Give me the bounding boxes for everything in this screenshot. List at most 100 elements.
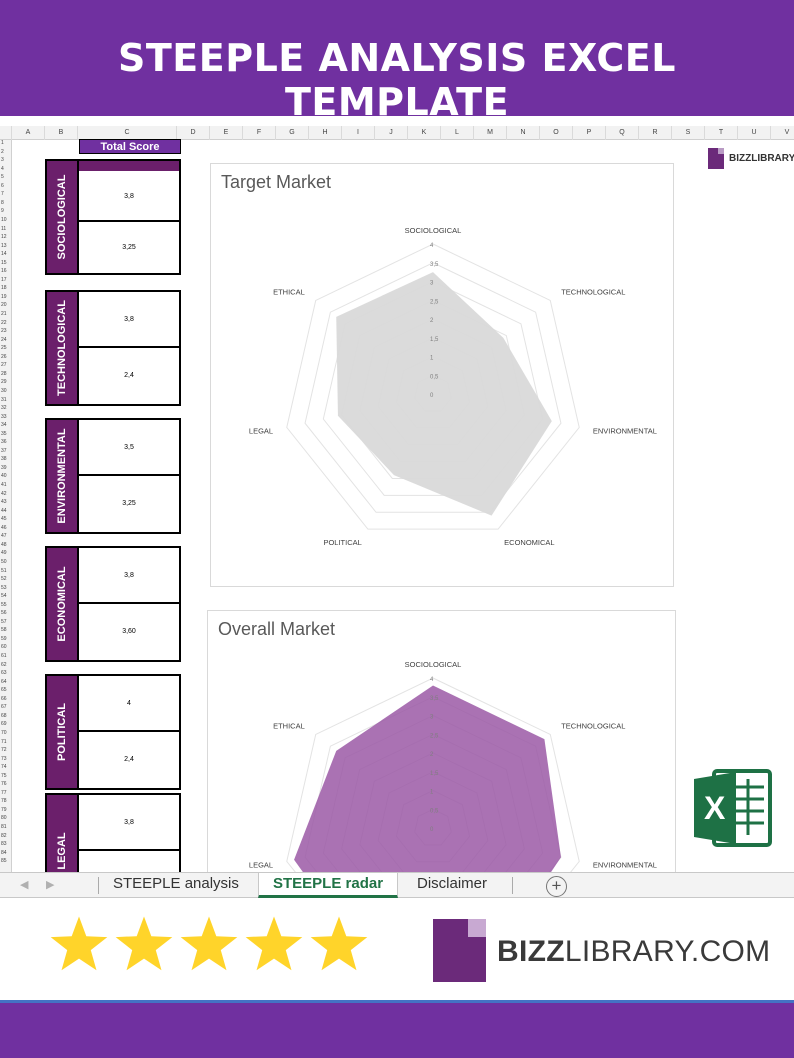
row-header[interactable]: 10: [1, 216, 7, 223]
row-header[interactable]: 57: [1, 618, 7, 625]
row-header[interactable]: 78: [1, 798, 7, 805]
score-cell[interactable]: 3,25: [122, 244, 136, 251]
row-header[interactable]: 50: [1, 558, 7, 565]
overall-market-chart[interactable]: Overall Market 0 0,5 1 1,5 2 2,5 3 3,5 4 SOCIOLOG…: [207, 610, 676, 872]
row-header[interactable]: 79: [1, 806, 7, 813]
row-header[interactable]: 85: [1, 858, 7, 865]
row-header[interactable]: 40: [1, 473, 7, 480]
row-header[interactable]: 70: [1, 729, 7, 736]
row-header[interactable]: 82: [1, 832, 7, 839]
row-header[interactable]: 48: [1, 541, 7, 548]
score-cell[interactable]: [79, 851, 179, 872]
row-header[interactable]: 73: [1, 755, 7, 762]
column-header[interactable]: F: [243, 126, 276, 140]
row-header[interactable]: 72: [1, 747, 7, 754]
row-header[interactable]: 44: [1, 507, 7, 514]
column-header[interactable]: R: [639, 126, 672, 140]
row-header[interactable]: 38: [1, 456, 7, 463]
tab-steeple-radar[interactable]: STEEPLE radar: [258, 873, 399, 898]
tab-disclaimer[interactable]: Disclaimer: [417, 875, 488, 892]
row-header[interactable]: 76: [1, 781, 7, 788]
row-header[interactable]: 14: [1, 251, 7, 258]
column-header[interactable]: B: [45, 126, 78, 140]
row-header[interactable]: 13: [1, 242, 7, 249]
column-header[interactable]: O: [540, 126, 573, 140]
row-header[interactable]: 81: [1, 824, 7, 830]
row-header[interactable]: 45: [1, 516, 7, 523]
row-header[interactable]: 74: [1, 764, 7, 771]
row-header[interactable]: 25: [1, 345, 7, 352]
column-header[interactable]: D: [177, 126, 210, 140]
score-cell[interactable]: 3,8: [79, 171, 179, 222]
row-header[interactable]: 66: [1, 695, 7, 702]
column-header[interactable]: V: [771, 126, 794, 140]
row-header[interactable]: 58: [1, 627, 7, 634]
column-header[interactable]: L: [441, 126, 474, 140]
row-header[interactable]: 75: [1, 772, 7, 779]
row-header[interactable]: 55: [1, 601, 7, 608]
row-header[interactable]: 35: [1, 430, 7, 437]
row-header[interactable]: 47: [1, 533, 7, 540]
row-header[interactable]: 9: [1, 208, 4, 215]
row-header[interactable]: 8: [1, 199, 4, 206]
row-header[interactable]: 49: [1, 550, 7, 557]
row-header[interactable]: 28: [1, 370, 7, 377]
row-header[interactable]: 63: [1, 670, 7, 677]
row-header[interactable]: 61: [1, 653, 7, 659]
column-header[interactable]: Q: [606, 126, 639, 140]
column-header[interactable]: G: [276, 126, 309, 140]
row-header[interactable]: 31: [1, 396, 7, 403]
row-header[interactable]: 1: [1, 140, 4, 146]
row-header[interactable]: 43: [1, 499, 7, 506]
row-header[interactable]: 11: [1, 225, 7, 232]
score-cell[interactable]: 2,4: [124, 756, 134, 763]
score-cell[interactable]: 3,8: [79, 292, 179, 348]
row-header[interactable]: 34: [1, 422, 7, 429]
row-header[interactable]: 5: [1, 174, 4, 181]
row-header[interactable]: 17: [1, 276, 7, 283]
column-header[interactable]: E: [210, 126, 243, 140]
column-header[interactable]: U: [738, 126, 771, 140]
row-header[interactable]: 15: [1, 259, 7, 266]
column-header[interactable]: T: [705, 126, 738, 140]
row-header[interactable]: 22: [1, 319, 7, 326]
row-header[interactable]: 7: [1, 191, 4, 198]
row-header[interactable]: 20: [1, 302, 7, 309]
row-header[interactable]: 64: [1, 678, 7, 685]
row-header[interactable]: 2: [1, 148, 4, 155]
row-header[interactable]: 56: [1, 610, 7, 617]
column-header[interactable]: C: [78, 126, 177, 140]
score-cell[interactable]: 3,8: [79, 548, 179, 604]
row-header[interactable]: 52: [1, 576, 7, 583]
scroll-right-icon[interactable]: ▶: [46, 879, 55, 891]
column-header[interactable]: J: [375, 126, 408, 140]
row-header[interactable]: 65: [1, 687, 7, 694]
column-header[interactable]: N: [507, 126, 540, 140]
select-all-corner[interactable]: [0, 126, 12, 140]
score-cell[interactable]: 3,8: [79, 795, 179, 851]
row-header[interactable]: 60: [1, 644, 7, 651]
add-sheet-icon[interactable]: +: [546, 876, 567, 897]
row-header[interactable]: 21: [1, 311, 7, 317]
row-header[interactable]: 51: [1, 567, 7, 574]
column-header[interactable]: A: [12, 126, 45, 140]
row-header[interactable]: 62: [1, 661, 7, 668]
row-header[interactable]: 19: [1, 293, 7, 300]
scroll-left-icon[interactable]: ◀: [20, 879, 29, 891]
row-header[interactable]: 37: [1, 447, 7, 454]
target-market-chart[interactable]: Target Market 0 0,5 1 1,5 2 2,5 3 3,5 4 SOCIOLOGI…: [210, 163, 674, 587]
row-header[interactable]: 39: [1, 464, 7, 471]
row-header[interactable]: 42: [1, 490, 7, 497]
row-header[interactable]: 12: [1, 234, 7, 241]
row-header[interactable]: 23: [1, 328, 7, 335]
row-header[interactable]: 16: [1, 268, 7, 275]
column-header[interactable]: M: [474, 126, 507, 140]
column-header[interactable]: S: [672, 126, 705, 140]
row-header[interactable]: 27: [1, 362, 7, 369]
column-header[interactable]: K: [408, 126, 441, 140]
row-header[interactable]: 71: [1, 738, 7, 745]
row-header[interactable]: 67: [1, 704, 7, 711]
row-header[interactable]: 68: [1, 712, 7, 719]
row-header[interactable]: 53: [1, 584, 7, 591]
score-cell[interactable]: 3,5: [79, 420, 179, 476]
